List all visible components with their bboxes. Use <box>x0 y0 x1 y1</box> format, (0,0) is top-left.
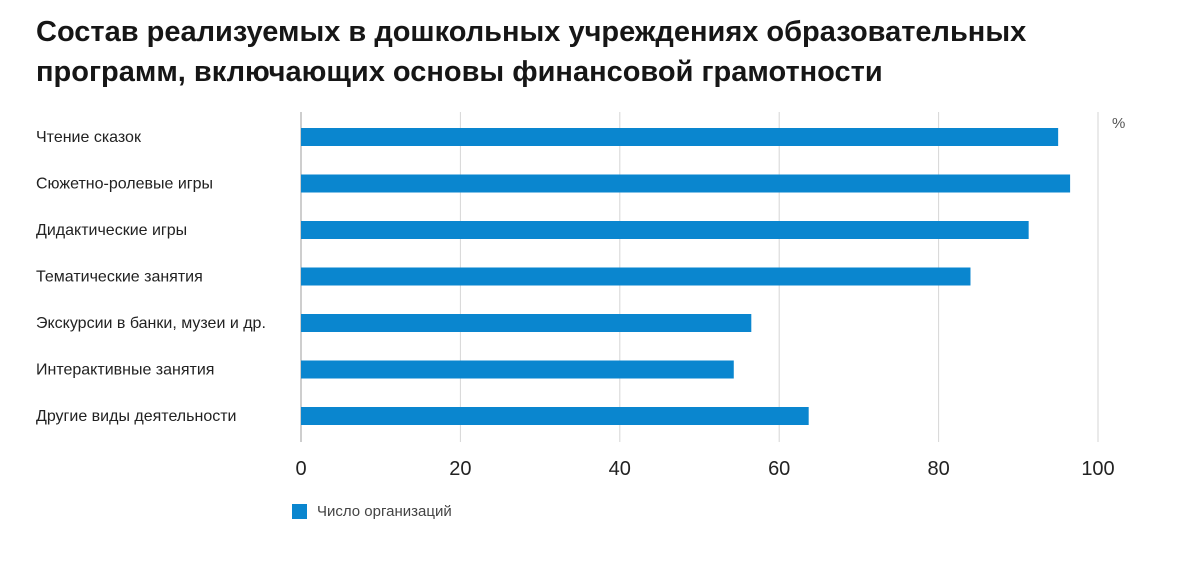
bar <box>301 360 734 379</box>
bar <box>301 128 1059 146</box>
category-label: Чтение сказок <box>36 129 142 146</box>
bar <box>301 221 1029 239</box>
category-label: Сюжетно-ролевые игры <box>36 176 213 193</box>
bar <box>301 267 971 286</box>
x-tick-label: 40 <box>609 458 631 480</box>
unit-label: % <box>1112 115 1125 132</box>
legend-swatch <box>292 504 307 519</box>
legend-label: Число организаций <box>317 503 452 520</box>
bar <box>301 407 809 425</box>
category-label: Другие виды деятельности <box>36 408 236 425</box>
category-label: Интерактивные занятия <box>36 362 214 379</box>
bar <box>301 314 752 332</box>
x-tick-label: 20 <box>449 458 471 480</box>
legend: Число организаций <box>292 503 452 520</box>
category-label: Тематические занятия <box>36 269 203 286</box>
bar <box>301 174 1071 193</box>
category-label: Экскурсии в банки, музеи и др. <box>36 315 266 332</box>
x-tick-label: 100 <box>1081 458 1114 480</box>
category-label: Дидактические игры <box>36 222 187 239</box>
chart-title: Состав реализуемых в дошкольных учрежден… <box>36 16 1027 88</box>
x-tick-label: 60 <box>768 458 790 480</box>
x-tick-label: 0 <box>295 458 306 480</box>
x-tick-label: 80 <box>927 458 949 480</box>
